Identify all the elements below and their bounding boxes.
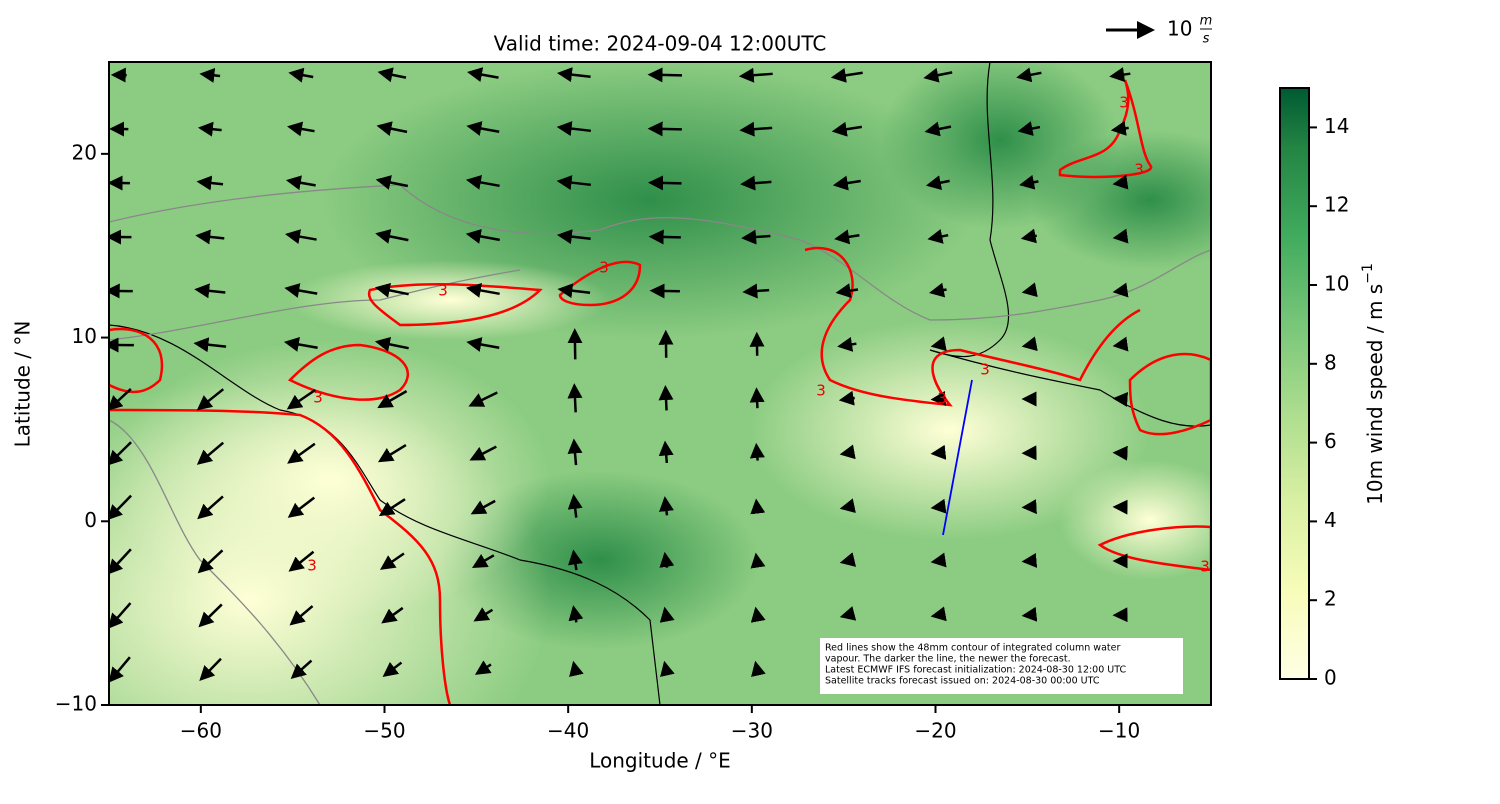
note: Red lines show the 48mm contour of integ… xyxy=(825,643,1126,687)
key-unit-top: m xyxy=(1200,14,1213,29)
x-tick-label: −10 xyxy=(1098,719,1140,743)
wind-arrow xyxy=(933,506,945,508)
note-line: Latest ECMWF IFS forecast initialization… xyxy=(825,665,1126,676)
wind-arrow xyxy=(651,237,681,238)
wind-arrow xyxy=(756,555,758,567)
map-title: Valid time: 2024-09-04 12:00UTC xyxy=(494,32,827,56)
x-axis-label: Longitude / °E xyxy=(589,749,731,773)
colorbar-label-text: 10m wind speed / m s xyxy=(1363,284,1387,505)
wind-arrow xyxy=(1115,290,1127,292)
contour-label: 3 xyxy=(937,390,947,408)
wind-arrow xyxy=(756,501,757,513)
wind-arrow xyxy=(1115,344,1127,346)
wind-arrow xyxy=(756,445,757,460)
contour-label: 3 xyxy=(1200,558,1210,576)
contour-label: 3 xyxy=(816,382,826,400)
colorbar-tick-label: 2 xyxy=(1324,587,1337,611)
note-line: Red lines show the 48mm contour of integ… xyxy=(825,643,1120,654)
colorbar-tick-label: 12 xyxy=(1324,193,1349,217)
wind-arrow xyxy=(933,452,945,453)
colorbar-tick-label: 10 xyxy=(1324,272,1349,296)
colorbar xyxy=(1280,88,1309,679)
wind-arrow xyxy=(650,129,682,130)
contour-label: 3 xyxy=(980,361,990,379)
key-label: 10 xyxy=(1167,17,1192,41)
y-tick-label: 0 xyxy=(84,508,97,532)
colorbar-tick-label: 8 xyxy=(1324,350,1337,374)
colorbar-tick-label: 14 xyxy=(1324,114,1349,138)
wind-arrow xyxy=(1115,182,1127,184)
contour-label: 3 xyxy=(599,259,609,277)
note-line: vapour. The darker the line, the newer t… xyxy=(825,654,1071,665)
note-line: Satellite tracks forecast issued on: 202… xyxy=(825,676,1100,687)
x-tick-label: −50 xyxy=(363,719,405,743)
wind-arrow xyxy=(1115,236,1127,238)
wind-arrow xyxy=(1024,507,1036,508)
wind-arrow xyxy=(650,75,682,76)
colorbar-tick-label: 6 xyxy=(1324,429,1337,453)
colorbar-tick-label: 0 xyxy=(1324,666,1337,690)
colorbar-tick-label: 4 xyxy=(1324,508,1337,532)
wind-arrow xyxy=(1115,399,1127,400)
contour-label: 3 xyxy=(313,389,323,407)
x-tick-label: −60 xyxy=(180,719,222,743)
wind-arrow xyxy=(652,291,680,292)
y-tick-label: 20 xyxy=(72,140,97,164)
key-unit-bottom: s xyxy=(1203,32,1210,47)
contour-label: 3 xyxy=(438,282,448,300)
x-tick-label: −30 xyxy=(731,719,773,743)
wind-arrow xyxy=(1115,453,1127,454)
wind-arrow xyxy=(1024,614,1036,615)
y-axis-label: Latitude / °N xyxy=(11,321,35,448)
wind-arrow xyxy=(574,386,575,413)
colorbar-label: 10m wind speed / m s−1 xyxy=(1360,263,1387,505)
y-tick-label: 10 xyxy=(72,324,97,348)
wind-arrow xyxy=(651,183,682,184)
colorbar-label-sup: −1 xyxy=(1360,263,1376,284)
y-tick-label: −10 xyxy=(55,692,97,716)
x-tick-label: −20 xyxy=(914,719,956,743)
wind-arrow xyxy=(665,388,666,411)
wind-arrow xyxy=(757,390,758,408)
contour-label: 3 xyxy=(307,557,317,575)
wind-arrow xyxy=(1024,561,1036,562)
x-tick-label: −40 xyxy=(547,719,589,743)
contour-label: 3 xyxy=(1134,161,1144,179)
wind-arrow xyxy=(665,443,667,463)
contour-label: 3 xyxy=(1119,94,1129,112)
